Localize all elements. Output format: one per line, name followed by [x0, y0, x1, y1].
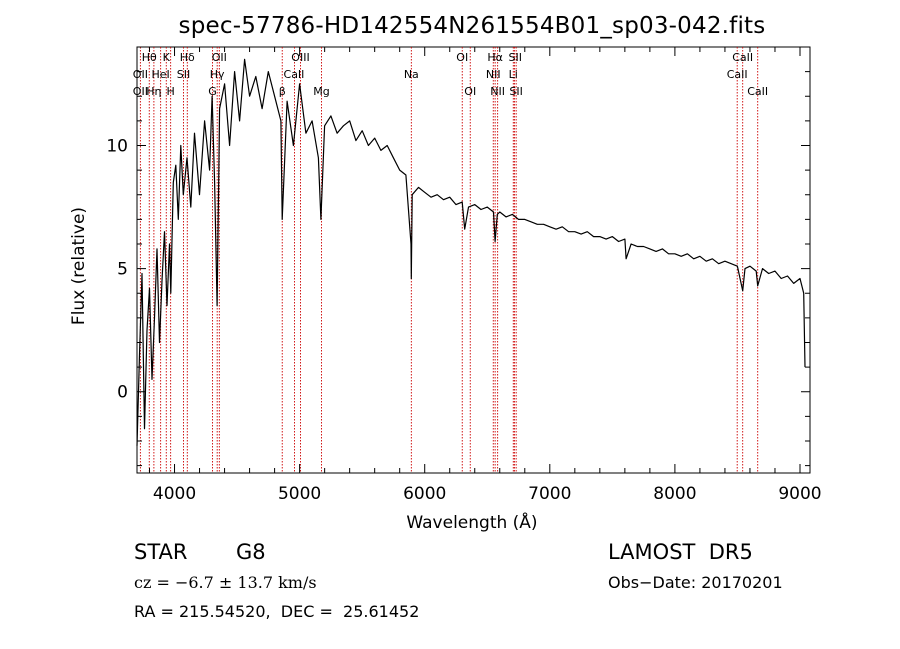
survey-name: LAMOST DR5 — [608, 540, 753, 564]
y-tick-label: 10 — [106, 136, 128, 156]
plot-frame — [136, 46, 811, 474]
spectral-line-label: SII — [177, 68, 190, 81]
spectral-line-label: Hδ — [180, 51, 195, 64]
spectral-line-label: CaII — [727, 68, 748, 81]
spectral-line-label: OIII — [291, 51, 309, 64]
spectral-line-label: CaII — [747, 85, 768, 98]
spectral-line-label: Na — [404, 68, 419, 81]
spectral-line-label: Hγ — [210, 68, 225, 81]
spectral-line-label: OI — [464, 85, 476, 98]
spectral-line-label: CaII — [732, 51, 753, 64]
spectrum-line — [136, 58, 806, 446]
spectral-line-label: OII — [133, 85, 148, 98]
x-axis-label: Wavelength (Å) — [406, 511, 537, 533]
spectral-subclass: G8 — [236, 540, 266, 564]
observation-date: Obs−Date: 20170201 — [608, 573, 783, 592]
spectral-line-label: OII — [212, 51, 227, 64]
spectral-line-label: K — [163, 51, 171, 64]
x-tick-label: 7000 — [528, 484, 571, 504]
x-tick-label: 4000 — [153, 484, 196, 504]
spectral-line-label: NII — [486, 68, 501, 81]
y-tick-label: 0 — [117, 383, 128, 403]
spectral-line-label: SII — [509, 85, 522, 98]
coordinates: RA = 215.54520, DEC = 25.61452 — [134, 602, 420, 621]
redshift-cz: cz = −6.7 ± 13.7 km/s — [134, 573, 317, 592]
spectral-line-label: Hη — [146, 85, 161, 98]
y-tick-label: 5 — [117, 260, 128, 280]
x-tick-label: 8000 — [653, 484, 696, 504]
spectral-line-label: HeI — [151, 68, 169, 81]
spectral-line-label: Hθ — [142, 51, 157, 64]
spectral-line-label: Hα — [487, 51, 503, 64]
x-tick-label: 6000 — [403, 484, 446, 504]
spectral-line-label: OII — [133, 68, 148, 81]
x-tick-label: 9000 — [778, 484, 821, 504]
x-tick-label: 5000 — [278, 484, 321, 504]
chart-title: spec-57786-HD142554N261554B01_sp03-042.f… — [179, 13, 766, 39]
spectral-line-label: SII — [509, 51, 522, 64]
object-type: STAR — [134, 540, 188, 564]
spectral-line-label: OI — [456, 51, 468, 64]
spectral-line-label: Mg — [313, 85, 329, 98]
spectral-line-label: β — [279, 85, 286, 98]
spectral-line-label: CaII — [284, 68, 305, 81]
y-axis-label: Flux (relative) — [69, 207, 89, 325]
spectral-line-label: NII — [490, 85, 505, 98]
spectral-line-label: Li — [509, 68, 518, 81]
spectral-line-label: H — [167, 85, 175, 98]
spectral-line-label: G — [208, 85, 217, 98]
